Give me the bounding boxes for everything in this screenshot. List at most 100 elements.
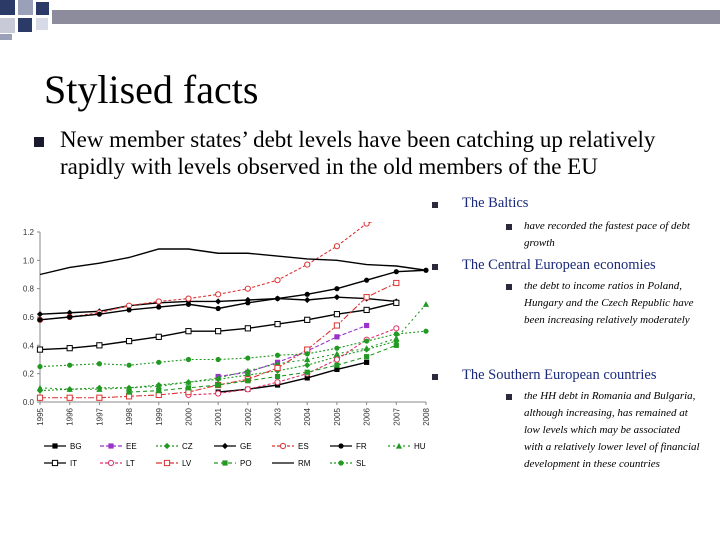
x-tick-label: 1998 — [125, 407, 134, 425]
data-point — [304, 351, 310, 357]
deco-square — [0, 34, 12, 40]
x-tick-label: 2003 — [274, 407, 283, 425]
y-tick-label: 0.4 — [23, 341, 35, 350]
data-point — [363, 222, 370, 227]
data-point — [244, 386, 251, 393]
data-point — [125, 384, 133, 391]
x-tick-label: 1995 — [36, 407, 45, 425]
group-detail-southern-europe: the HH debt in Romania and Bulgaria, alt… — [524, 390, 700, 470]
data-point — [333, 322, 341, 329]
bullet-marker — [506, 394, 512, 400]
data-point — [155, 333, 162, 340]
data-point — [393, 325, 400, 332]
legend-label-po: PO — [240, 459, 252, 468]
data-point — [215, 356, 221, 363]
group-heading-baltics: The Baltics — [462, 195, 529, 211]
x-tick-label: 2004 — [303, 407, 312, 425]
series-line-po — [129, 344, 397, 393]
data-point — [52, 443, 58, 449]
data-point — [37, 317, 43, 323]
data-point — [185, 385, 192, 391]
data-point — [36, 394, 44, 401]
series-line-fr — [39, 269, 427, 321]
x-tick-label: 2000 — [184, 407, 193, 425]
bullet-marker — [432, 202, 438, 208]
data-point — [163, 459, 171, 467]
data-point — [156, 304, 162, 310]
data-point — [125, 337, 133, 345]
legend-label-rm: RM — [298, 459, 311, 468]
deco-square — [36, 18, 48, 30]
data-point — [96, 386, 103, 392]
data-point — [245, 300, 251, 306]
data-point — [274, 364, 281, 372]
data-point — [364, 359, 370, 365]
data-point — [185, 379, 192, 385]
data-point — [364, 338, 370, 344]
legend-label-cz: CZ — [182, 442, 193, 451]
deco-square — [0, 0, 15, 15]
data-point — [185, 295, 192, 302]
data-point — [244, 325, 251, 332]
data-point — [393, 335, 400, 341]
series-line-sl — [39, 330, 427, 368]
data-point — [96, 361, 102, 367]
data-point — [363, 345, 370, 351]
data-point — [334, 362, 340, 368]
data-point — [364, 354, 370, 360]
y-tick-label: 0.0 — [23, 398, 35, 407]
data-point — [108, 443, 114, 449]
data-point — [393, 269, 399, 275]
data-point — [222, 460, 228, 466]
data-point — [338, 443, 344, 449]
y-tick-label: 1.0 — [23, 256, 35, 265]
data-point — [304, 356, 311, 363]
legend-label-ge: GE — [240, 442, 252, 451]
data-point — [245, 378, 251, 384]
bullet-marker — [432, 264, 438, 270]
data-point — [333, 311, 341, 318]
data-point — [338, 460, 344, 466]
bullet-marker — [506, 224, 512, 230]
data-point — [333, 243, 341, 250]
data-point — [304, 291, 310, 297]
series-line-lt — [188, 327, 397, 396]
data-point — [156, 388, 162, 394]
x-tick-label: 2002 — [244, 407, 253, 425]
legend-label-it: IT — [70, 459, 77, 468]
data-point — [244, 367, 251, 374]
data-point — [334, 286, 340, 292]
data-point — [274, 379, 281, 386]
data-point — [66, 309, 73, 316]
y-tick-label: 1.2 — [23, 228, 35, 237]
data-point — [274, 295, 281, 302]
data-point — [423, 328, 429, 334]
data-point — [37, 363, 43, 370]
x-tick-label: 2007 — [392, 407, 401, 425]
data-point — [126, 362, 132, 368]
data-point — [393, 342, 399, 348]
data-point — [66, 386, 73, 392]
deco-square — [18, 18, 32, 32]
data-point — [274, 373, 281, 380]
y-tick-label: 0.8 — [23, 285, 35, 294]
bullet-marker — [34, 137, 44, 147]
data-point — [215, 390, 222, 397]
bullet-marker — [506, 284, 512, 290]
x-tick-label: 2006 — [363, 407, 372, 425]
data-point — [245, 355, 251, 361]
decorative-header-band — [0, 0, 720, 40]
data-point — [422, 301, 430, 307]
data-point — [364, 277, 370, 283]
data-point — [96, 311, 102, 317]
data-point — [221, 442, 229, 450]
main-bullet-text: New member states’ debt levels have been… — [60, 127, 656, 179]
legend-label-ee: EE — [126, 442, 137, 451]
data-point — [215, 328, 222, 335]
deco-square — [0, 18, 15, 33]
data-point — [334, 366, 340, 373]
data-point — [155, 298, 162, 305]
data-point — [185, 301, 192, 307]
data-point — [96, 342, 103, 349]
data-point — [107, 459, 115, 467]
